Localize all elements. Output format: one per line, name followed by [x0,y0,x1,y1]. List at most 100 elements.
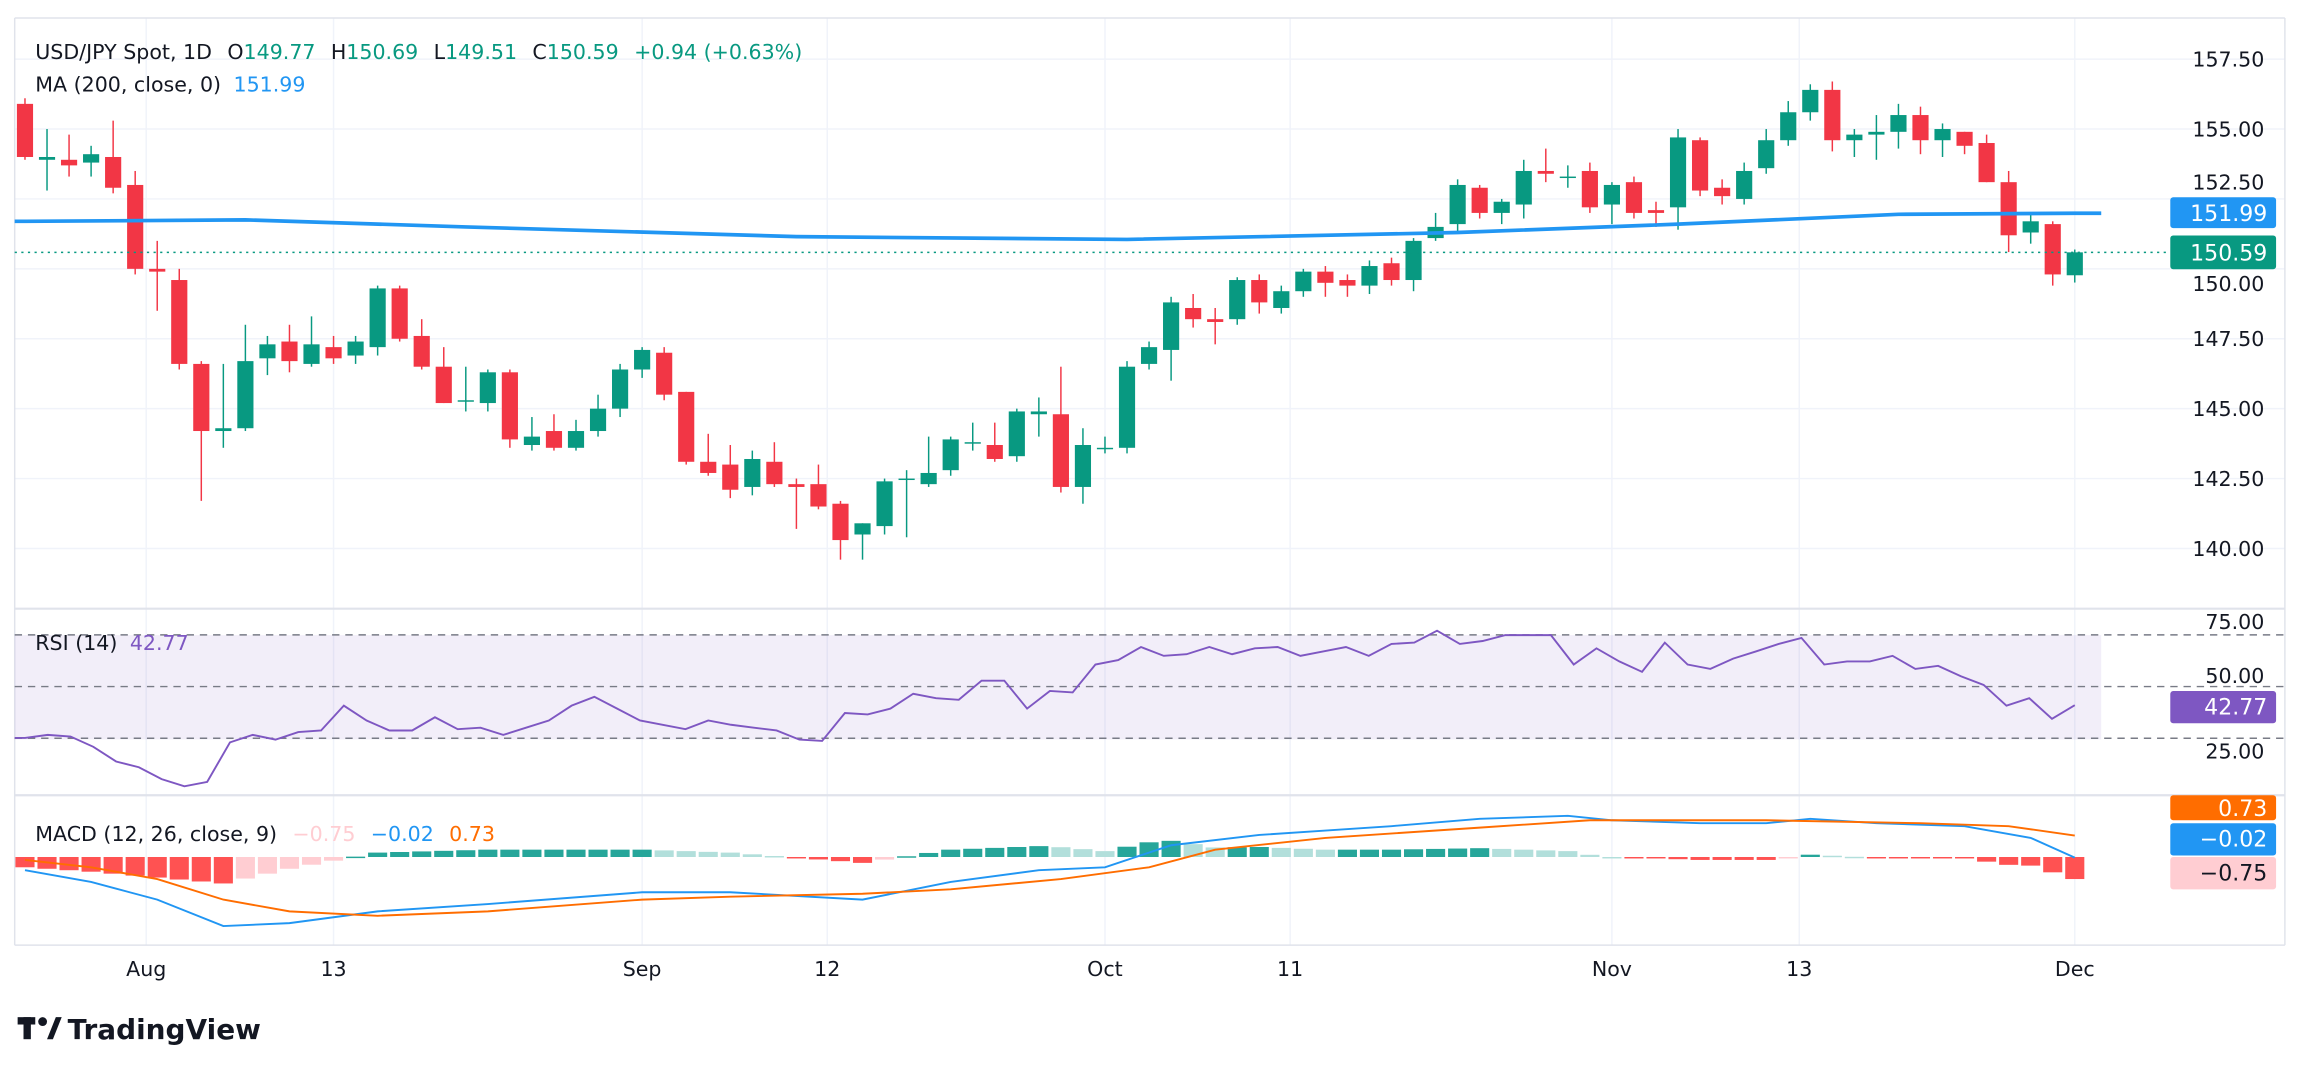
histogram-bar [919,852,939,857]
candle-body [545,431,563,448]
histogram-bar [522,849,542,857]
ma-tag-text: 151.99 [2190,202,2267,227]
histogram-bar [764,856,784,858]
candle-body [193,363,210,432]
price-axis[interactable]: 157.50 155.00 152.50 150.00 147.50 145.00 142.… [2192,47,2264,763]
candle [1449,179,1466,233]
rsi-tick-label: 75.00 [2205,610,2264,634]
candle-body [127,184,144,269]
histogram-bar [390,852,410,857]
time-tick-label: Dec [2055,957,2095,981]
candle-body [832,503,849,541]
candle-body [1603,184,1620,205]
price-tick-label: 150.00 [2192,272,2264,296]
price-tick-label: 147.50 [2192,327,2264,351]
candle-body [788,484,805,487]
candle-body [1692,140,1709,191]
candle-body [854,523,871,535]
candle [634,347,651,378]
histogram-bar [1205,847,1225,857]
candle [1515,159,1532,219]
candle-body [1493,201,1510,213]
histogram-bar [1404,849,1424,857]
candle-body [435,366,452,404]
candle-body [942,439,959,471]
tradingview-logo[interactable]: TradingView [17,1013,261,1046]
histogram-bar [1359,849,1380,857]
histogram-bar [1073,849,1093,857]
histogram-bar [1624,857,1644,859]
candle-body [501,372,518,440]
histogram-bar [1426,848,1446,857]
candle [2000,170,2017,253]
candle-body [876,481,893,527]
candle-body [722,464,739,490]
time-axis[interactable]: Aug 13 Sep 12 Oct 11 Nov 13 Dec [126,957,2095,981]
candle [1317,266,1334,297]
histogram-bar [1668,857,1688,860]
candle [876,478,893,535]
candle [457,366,474,412]
histogram-bar [1977,857,1997,862]
candle-body [347,341,364,356]
macd-value: −0.02 [371,822,434,846]
candle [964,422,981,451]
candle-body [634,349,651,370]
candle-body [1207,319,1224,322]
candle-body [1096,447,1114,450]
candle [1625,176,1643,219]
histogram-bar [1492,848,1512,857]
candle-body [1008,411,1025,457]
candle [1140,341,1158,370]
histogram-bar [1910,857,1931,859]
candle [435,347,452,404]
candle-body [2044,224,2061,275]
candle-body [1515,170,1532,205]
candle [38,129,56,191]
histogram-bar [985,847,1005,857]
candle-body [964,442,981,444]
candle-body [38,156,56,160]
candle [347,335,364,364]
histogram-bar [1293,848,1313,857]
candle-body [281,341,298,362]
candle-body [1185,307,1202,320]
histogram-bar [15,857,35,868]
candle-body [479,372,496,404]
candle [898,470,915,538]
candle-body [678,391,695,462]
candle-body [171,280,188,364]
candle [920,436,937,487]
ma-price-tag: 151.99 [2170,197,2277,229]
candle-body [612,369,629,409]
candle-body [1647,210,1665,213]
candle [1118,361,1136,454]
candle-body [325,347,342,359]
candle-body [457,400,474,402]
candle [1824,81,1841,152]
histogram-bar [1734,857,1754,860]
histogram-bar [941,849,961,857]
high-value: 150.69 [346,40,418,64]
time-tick-label: 13 [1786,957,1812,981]
histogram-bar [324,857,344,861]
price-tick-label: 145.00 [2192,397,2264,421]
candle-body [1890,115,1907,132]
candles [16,81,2083,560]
rsi-tag-text: 42.77 [2204,695,2267,720]
candle [303,316,320,367]
ma-legend: MA (200, close, 0) 151.99 [35,72,305,96]
candle [1934,123,1951,157]
candle-body [1934,129,1951,141]
candle-body [237,361,254,429]
candle [1163,296,1180,381]
histogram-bar [1536,850,1556,857]
candle-body [589,408,607,432]
histogram-bar [1470,848,1490,857]
candle-body [60,159,78,166]
close-label: C [532,40,546,64]
candle-body [810,484,827,507]
histogram-bar [676,851,696,857]
